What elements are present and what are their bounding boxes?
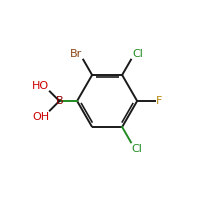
Text: OH: OH <box>32 112 49 122</box>
Text: HO: HO <box>32 81 49 91</box>
Text: B: B <box>56 96 63 106</box>
Text: Cl: Cl <box>132 49 143 59</box>
Text: F: F <box>156 96 162 106</box>
Text: Cl: Cl <box>132 144 142 154</box>
Text: Br: Br <box>70 49 82 59</box>
